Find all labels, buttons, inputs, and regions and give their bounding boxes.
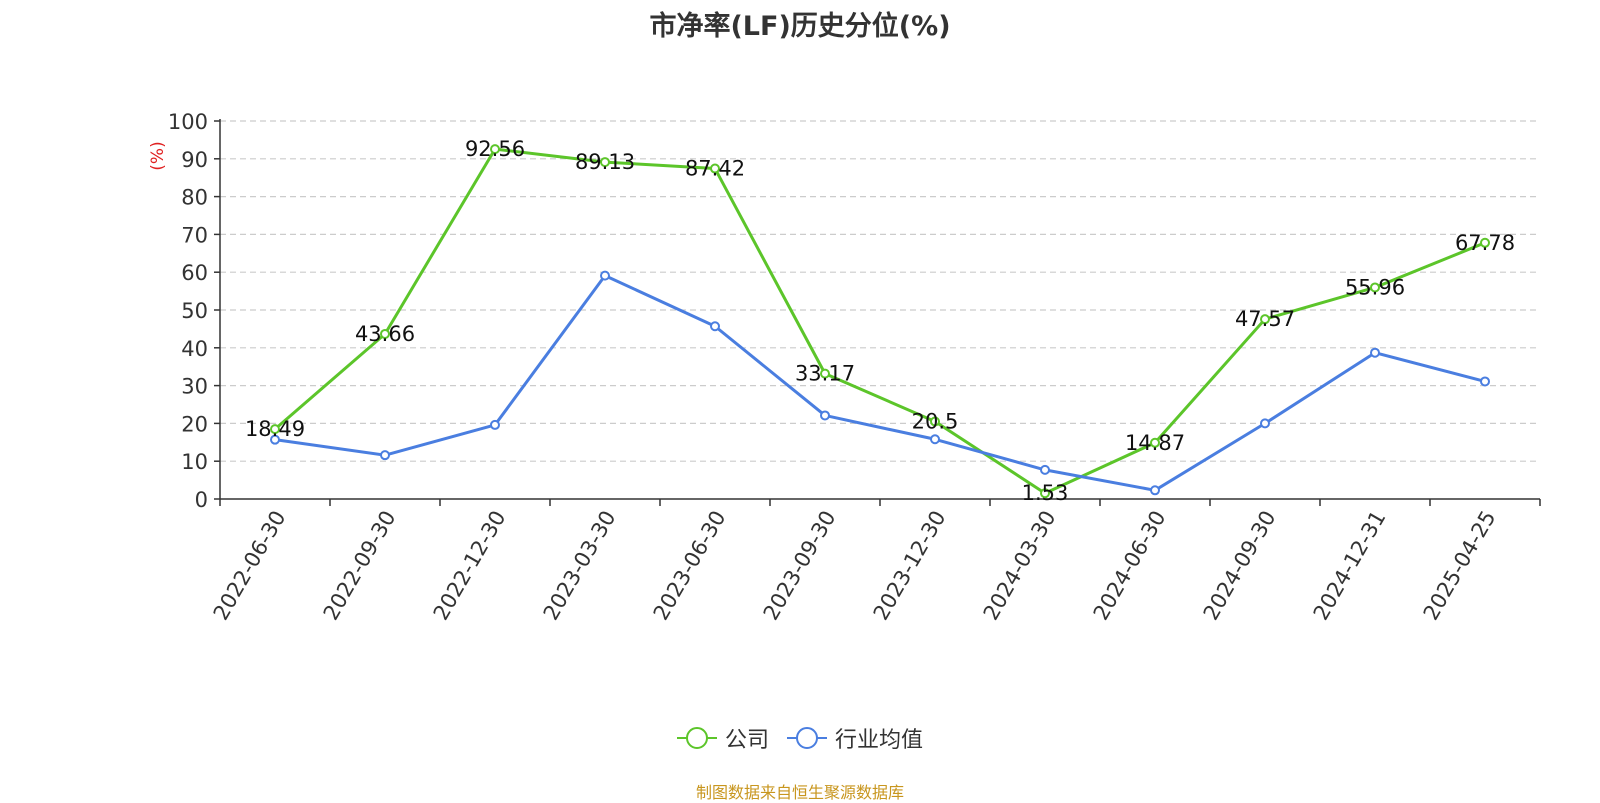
y-tick-label: 60 bbox=[181, 261, 208, 285]
data-labels: 18.49 43.66 92.56 89.13 87.42 33.17 20.5 1.53 14… bbox=[245, 137, 1515, 505]
data-point bbox=[1150, 485, 1160, 496]
data-point bbox=[490, 419, 500, 430]
data-label: 87.42 bbox=[685, 157, 745, 181]
data-point bbox=[710, 321, 720, 332]
series-line-company bbox=[274, 147, 1486, 495]
y-tick-label: 30 bbox=[181, 375, 208, 399]
legend-label-company: 公司 bbox=[724, 728, 769, 753]
x-tick-label: 2022-06-30 bbox=[209, 507, 291, 625]
data-point bbox=[1480, 237, 1490, 248]
data-point bbox=[930, 416, 940, 427]
legend-label-industry: 行业均值 bbox=[835, 728, 924, 753]
gridlines bbox=[220, 120, 1540, 462]
legend: 公司 行业均值 bbox=[0, 722, 1600, 754]
x-tick-label: 2023-03-30 bbox=[539, 507, 621, 625]
axes bbox=[214, 119, 1541, 506]
series-line-industry bbox=[274, 274, 1486, 492]
data-point bbox=[1260, 314, 1270, 325]
data-point bbox=[600, 157, 610, 168]
x-tick-label: 2022-09-30 bbox=[319, 507, 401, 625]
x-tick-label: 2024-12-31 bbox=[1309, 507, 1391, 625]
y-axis-label: (%) bbox=[148, 141, 168, 170]
data-label: 1.53 bbox=[1022, 481, 1069, 505]
legend-item-industry[interactable]: 行业均值 bbox=[787, 722, 923, 754]
legend-line-circle-icon bbox=[787, 727, 827, 749]
data-point bbox=[1370, 347, 1380, 358]
x-tick-labels: 2022-06-30 2022-09-30 2022-12-30 2023-03-30… bbox=[209, 507, 1501, 625]
data-point bbox=[1040, 464, 1050, 475]
data-label: 92.56 bbox=[465, 137, 525, 161]
series-lines bbox=[274, 147, 1486, 495]
series-points bbox=[270, 144, 1490, 499]
source-note: 制图数据来自恒生聚源数据库 bbox=[695, 783, 904, 802]
x-tick-label: 2023-09-30 bbox=[759, 507, 841, 625]
data-point bbox=[1480, 376, 1490, 387]
data-label: 20.5 bbox=[912, 410, 959, 434]
data-label: 33.17 bbox=[795, 362, 855, 386]
y-tick-label: 90 bbox=[181, 148, 208, 172]
y-tick-label: 20 bbox=[181, 412, 208, 436]
x-tick-label: 2024-09-30 bbox=[1199, 507, 1281, 625]
data-point bbox=[600, 270, 610, 281]
legend-item-company[interactable]: 公司 bbox=[676, 722, 769, 754]
x-tick-label: 2023-12-30 bbox=[869, 507, 951, 625]
data-label: 43.66 bbox=[355, 322, 415, 346]
chart-title: 市净率(LF)历史分位(%) bbox=[649, 11, 951, 42]
data-point bbox=[380, 450, 390, 461]
data-point bbox=[1260, 418, 1270, 429]
legend-line-circle-icon bbox=[676, 727, 717, 749]
x-tick-label: 2023-06-30 bbox=[649, 507, 731, 625]
data-point bbox=[930, 434, 940, 445]
data-point bbox=[380, 328, 390, 339]
data-point bbox=[490, 144, 500, 155]
x-tick-label: 2024-03-30 bbox=[979, 507, 1061, 625]
y-tick-label: 40 bbox=[181, 337, 208, 361]
data-point bbox=[1040, 488, 1050, 499]
data-label: 18.49 bbox=[245, 417, 305, 441]
y-tick-labels: 0 10 20 30 40 50 60 70 80 90 100 bbox=[168, 110, 208, 512]
y-tick-label: 10 bbox=[181, 450, 208, 474]
y-tick-label: 100 bbox=[168, 110, 208, 134]
x-tick-label: 2025-04-25 bbox=[1419, 507, 1501, 625]
y-tick-label: 80 bbox=[181, 186, 208, 210]
y-tick-label: 50 bbox=[181, 299, 208, 323]
data-label: 14.87 bbox=[1125, 431, 1185, 455]
data-label: 55.96 bbox=[1345, 275, 1405, 299]
y-tick-label: 70 bbox=[181, 223, 208, 247]
y-tick-label: 0 bbox=[195, 488, 208, 512]
data-point bbox=[270, 424, 280, 435]
data-point bbox=[1150, 437, 1160, 448]
data-label: 67.78 bbox=[1455, 231, 1515, 255]
data-point bbox=[820, 410, 830, 421]
x-tick-label: 2022-12-30 bbox=[429, 507, 511, 625]
data-point bbox=[270, 434, 280, 445]
data-point bbox=[1370, 282, 1380, 293]
x-tick-label: 2024-06-30 bbox=[1089, 507, 1171, 625]
data-point bbox=[820, 368, 830, 379]
data-label: 47.57 bbox=[1235, 307, 1295, 331]
data-label: 89.13 bbox=[575, 150, 635, 174]
data-point bbox=[710, 163, 720, 174]
